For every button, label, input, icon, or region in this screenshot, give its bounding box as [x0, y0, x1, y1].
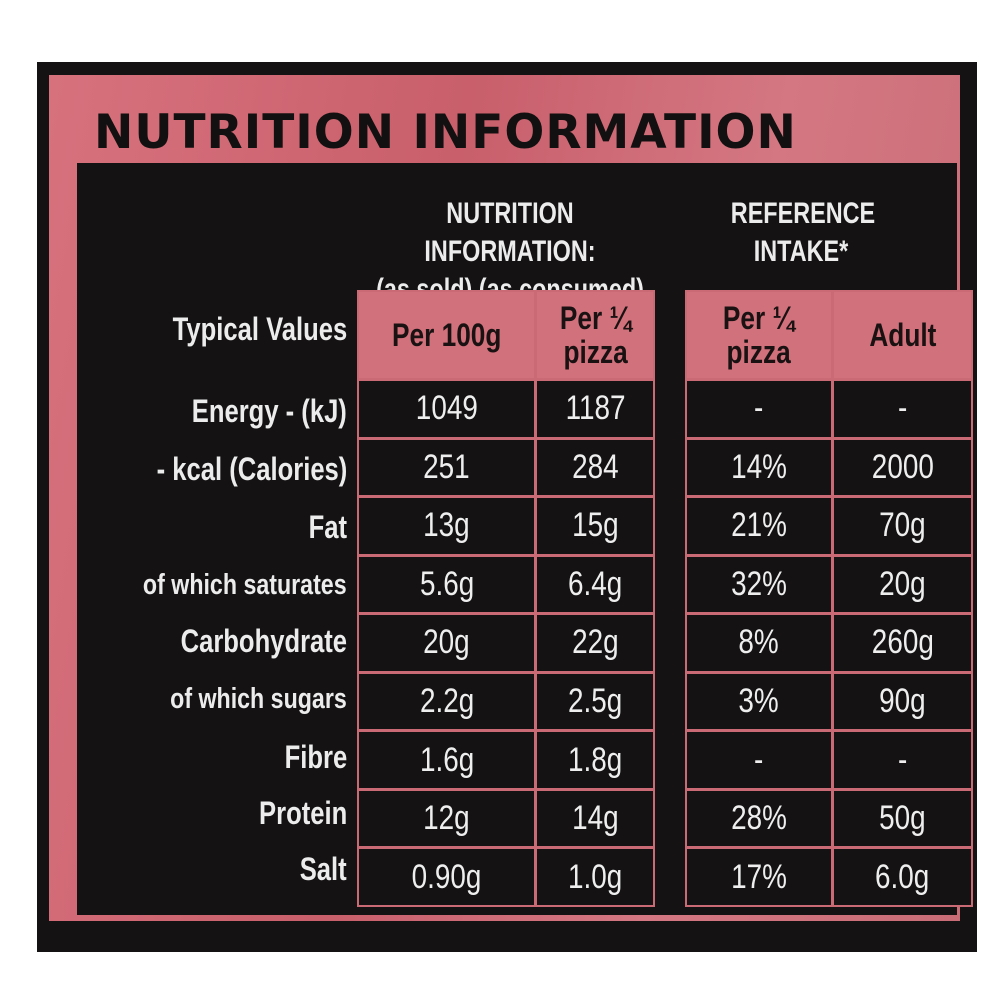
table-row: 3% 90g: [687, 670, 971, 730]
value-cell: 2.2g: [359, 670, 535, 730]
row-label-carbohydrate: Carbohydrate: [180, 623, 347, 659]
ri-cell: -: [687, 378, 831, 437]
col-header-adult: Adult: [831, 292, 971, 378]
table-row: 32% 20g: [687, 553, 971, 613]
col-header-per-quarter: Per ¼ pizza: [534, 292, 653, 378]
row-label-salt: Salt: [300, 851, 347, 887]
nutrition-values-table: Per 100g Per ¼ pizza 1049 1187 251 284 13g 1…: [357, 290, 655, 907]
table-row: 12g 14g: [359, 787, 653, 847]
table-row: 17% 6.0g: [687, 846, 971, 905]
value-cell: 1187: [534, 378, 653, 437]
nutrition-heading-line1: NUTRITION INFORMATION:: [424, 197, 596, 268]
table-row: --: [687, 729, 971, 788]
table-row: 251 284: [359, 436, 653, 496]
ri-cell: 90g: [831, 670, 971, 730]
value-cell: 0.90g: [359, 846, 535, 905]
row-label-saturates: of which saturates: [143, 569, 347, 601]
value-cell: 12g: [359, 787, 535, 847]
table-row: 28% 50g: [687, 787, 971, 847]
reference-intake-heading: REFERENCE INTAKE*: [730, 195, 876, 271]
value-cell: 1049: [359, 378, 535, 437]
row-label-protein: Protein: [258, 795, 347, 831]
ri-cell: -: [831, 729, 971, 788]
ri-cell: 50g: [831, 787, 971, 847]
table-row: --: [687, 378, 971, 437]
ri-cell: 6.0g: [831, 846, 971, 905]
value-cell: 1.6g: [359, 729, 535, 788]
table-row: 1049 1187: [359, 378, 653, 437]
col-header-ri-per-quarter: Per ¼ pizza: [687, 292, 831, 378]
reference-intake-table: Per ¼ pizza Adult -- 14% 2000 21% 70g 32% 20…: [685, 290, 973, 907]
value-cell: 284: [534, 436, 653, 496]
row-label-kcal: - kcal (Calories): [156, 451, 347, 487]
row-label-energy-kj: Energy - (kJ): [191, 393, 347, 429]
value-cell: 15g: [534, 495, 653, 554]
col-header-per100g: Per 100g: [359, 292, 535, 378]
ri-cell: -: [687, 729, 831, 788]
table-row: 13g 15g: [359, 495, 653, 554]
value-cell: 6.4g: [534, 553, 653, 613]
value-cell: 22g: [534, 612, 653, 671]
value-cell: 20g: [359, 612, 535, 671]
ri-cell: 28%: [687, 787, 831, 847]
ri-cell: 21%: [687, 495, 831, 554]
value-cell: 14g: [534, 787, 653, 847]
table-row: 5.6g 6.4g: [359, 553, 653, 613]
table-row: 20g 22g: [359, 612, 653, 671]
table-row: 21% 70g: [687, 495, 971, 554]
value-cell: 1.0g: [534, 846, 653, 905]
value-cell: 13g: [359, 495, 535, 554]
ri-cell: 2000: [831, 436, 971, 496]
row-label-fat: Fat: [308, 509, 347, 545]
table-row: 0.90g 1.0g: [359, 846, 653, 905]
pink-frame: NUTRITION INFORMATION NUTRITION INFORMAT…: [49, 75, 973, 921]
reference-heading-line1: REFERENCE: [730, 197, 876, 230]
nutrition-label-panel: NUTRITION INFORMATION NUTRITION INFORMAT…: [37, 62, 977, 952]
ri-cell: 20g: [831, 553, 971, 613]
ri-cell: 260g: [831, 612, 971, 671]
row-label-fibre: Fibre: [284, 739, 347, 775]
typical-values-label: Typical Values: [172, 311, 347, 347]
ri-cell: 70g: [831, 495, 971, 554]
value-cell: 1.8g: [534, 729, 653, 788]
ri-cell: 17%: [687, 846, 831, 905]
ri-cell: 32%: [687, 553, 831, 613]
value-cell: 5.6g: [359, 553, 535, 613]
ri-cell: -: [831, 378, 971, 437]
value-cell: 2.5g: [534, 670, 653, 730]
ri-cell: 14%: [687, 436, 831, 496]
table-row: 1.6g 1.8g: [359, 729, 653, 788]
reference-heading-line2: INTAKE*: [753, 235, 849, 268]
ri-cell: 3%: [687, 670, 831, 730]
table-row: 2.2g 2.5g: [359, 670, 653, 730]
row-label-sugars: of which sugars: [170, 683, 347, 715]
table-row: 8% 260g: [687, 612, 971, 671]
label-body: NUTRITION INFORMATION: (as sold) (as con…: [77, 163, 973, 915]
table-row: 14% 2000: [687, 436, 971, 496]
main-title: NUTRITION INFORMATION: [94, 105, 797, 160]
ri-cell: 8%: [687, 612, 831, 671]
value-cell: 251: [359, 436, 535, 496]
